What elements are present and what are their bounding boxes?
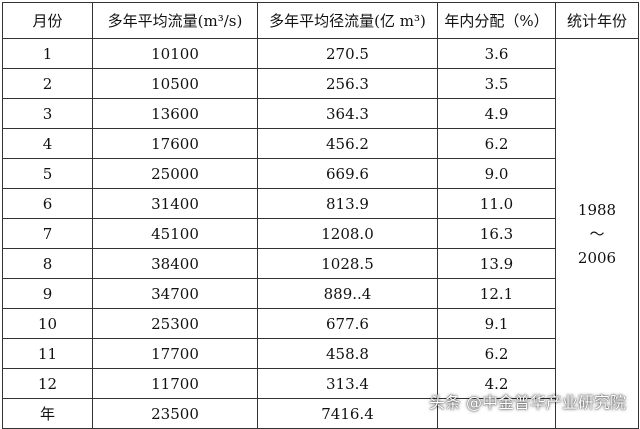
cell-month: 1 [2, 38, 93, 69]
cell-avg-flow: 34700 [92, 278, 258, 309]
table-row: 10 25300 677.6 9.1 [2, 308, 639, 339]
cell-avg-runoff: 456.2 [257, 128, 438, 159]
cell-avg-flow: 10500 [92, 68, 258, 99]
cell-month: 4 [2, 128, 93, 159]
table-row: 5 25000 669.6 9.0 [2, 158, 639, 189]
cell-month: 9 [2, 278, 93, 309]
cell-avg-runoff: 364.3 [257, 98, 438, 129]
table-row: 3 13600 364.3 4.9 [2, 98, 639, 129]
cell-month: 2 [2, 68, 93, 99]
header-avg-flow: 多年平均流量(m³/s) [92, 2, 258, 39]
cell-avg-flow: 11700 [92, 368, 258, 399]
cell-avg-flow: 17600 [92, 128, 258, 159]
cell-distribution: 16.3 [437, 218, 556, 249]
cell-distribution: 9.0 [437, 158, 556, 189]
cell-avg-flow: 13600 [92, 98, 258, 129]
header-month: 月份 [2, 2, 93, 39]
cell-month: 12 [2, 368, 93, 399]
stat-year-separator: ～ [589, 224, 605, 243]
cell-avg-flow: 38400 [92, 248, 258, 279]
table-row: 9 34700 889..4 12.1 [2, 278, 639, 309]
cell-distribution: 4.9 [437, 98, 556, 129]
cell-avg-flow: 25300 [92, 308, 258, 339]
cell-month: 10 [2, 308, 93, 339]
cell-distribution: 11.0 [437, 188, 556, 219]
table-row: 2 10500 256.3 3.5 [2, 68, 639, 99]
cell-distribution: 6.2 [437, 338, 556, 369]
cell-distribution: 9.1 [437, 308, 556, 339]
cell-avg-runoff: 677.6 [257, 308, 438, 339]
table-row: 11 17700 458.8 6.2 [2, 338, 639, 369]
cell-distribution: 3.5 [437, 68, 556, 99]
cell-avg-flow: 25000 [92, 158, 258, 189]
watermark: 头条 @中金普华产业研究院 [428, 393, 626, 412]
cell-month: 5 [2, 158, 93, 189]
cell-avg-flow: 31400 [92, 188, 258, 219]
cell-avg-runoff: 813.9 [257, 188, 438, 219]
table-row: 6 31400 813.9 11.0 [2, 188, 639, 219]
cell-avg-runoff: 256.3 [257, 68, 438, 99]
cell-month: 年 [2, 398, 93, 429]
table-row: 1 10100 270.5 3.6 1988 ～ 2006 [2, 38, 639, 429]
cell-avg-runoff: 270.5 [257, 38, 438, 69]
cell-avg-flow: 45100 [92, 218, 258, 249]
cell-avg-runoff: 669.6 [257, 158, 438, 189]
cell-avg-runoff: 1028.5 [257, 248, 438, 279]
table-row: 7 45100 1208.0 16.3 [2, 218, 639, 249]
cell-distribution: 12.1 [437, 278, 556, 309]
cell-avg-runoff: 889..4 [257, 278, 438, 309]
stat-year-start: 1988 [577, 200, 617, 219]
cell-distribution: 4.2 [437, 368, 556, 399]
header-distribution: 年内分配（%） [437, 2, 556, 39]
cell-distribution: 6.2 [437, 128, 556, 159]
cell-avg-flow: 17700 [92, 338, 258, 369]
table-row: 8 38400 1028.5 13.9 [2, 248, 639, 279]
cell-month: 11 [2, 338, 93, 369]
cell-month: 3 [2, 98, 93, 129]
cell-avg-runoff: 7416.4 [257, 398, 438, 429]
cell-avg-runoff: 313.4 [257, 368, 438, 399]
cell-month: 7 [2, 218, 93, 249]
stat-year-end: 2006 [577, 248, 617, 267]
table-row: 12 11700 313.4 4.2 [2, 368, 639, 399]
cell-avg-runoff: 458.8 [257, 338, 438, 369]
cell-avg-runoff: 1208.0 [257, 218, 438, 249]
cell-month: 8 [2, 248, 93, 279]
cell-month: 6 [2, 188, 93, 219]
stat-years-cell: 1988 ～ 2006 [555, 38, 639, 429]
header-row: 月份 多年平均流量(m³/s) 多年平均径流量(亿 m³) 年内分配（%） 统计… [2, 2, 639, 39]
table-row: 4 17600 456.2 6.2 [2, 128, 639, 159]
cell-avg-flow: 23500 [92, 398, 258, 429]
cell-avg-flow: 10100 [92, 38, 258, 69]
cell-distribution: 3.6 [437, 38, 556, 69]
header-stat-years: 统计年份 [555, 2, 639, 39]
cell-distribution: 13.9 [437, 248, 556, 279]
header-avg-runoff: 多年平均径流量(亿 m³) [257, 2, 438, 39]
